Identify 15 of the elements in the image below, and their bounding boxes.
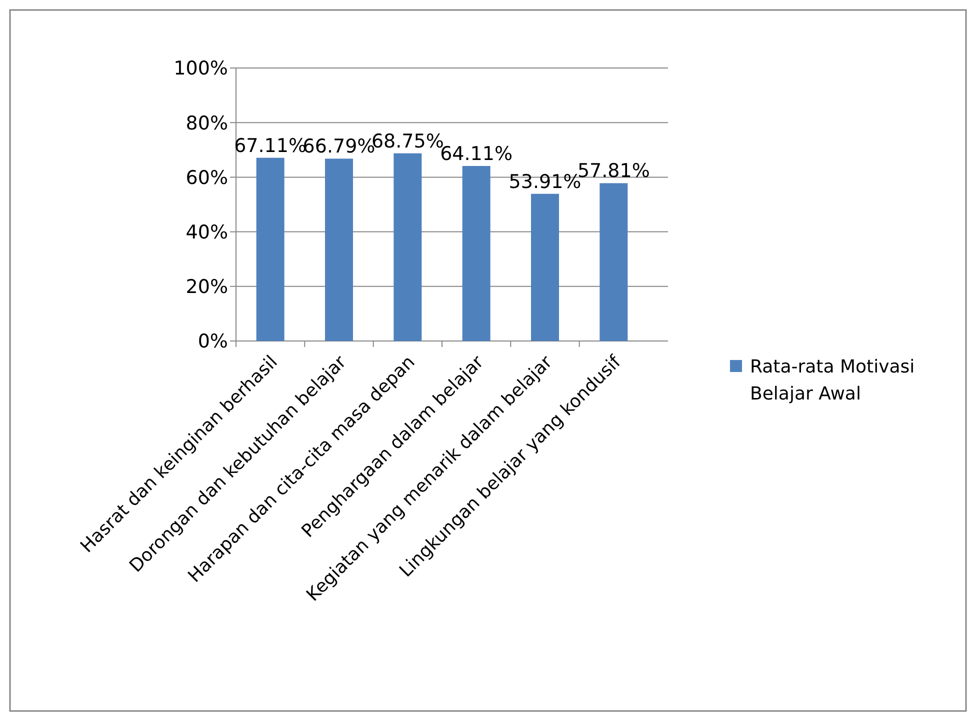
y-tick-label: 40%	[186, 221, 228, 244]
bar	[325, 158, 353, 341]
data-label: 53.91%	[508, 170, 582, 193]
bar	[394, 153, 422, 341]
bar	[531, 194, 559, 341]
y-tick-label: 60%	[186, 166, 228, 189]
legend-label: Rata-rata Motivasi Belajar Awal	[750, 356, 915, 404]
data-label: 67.11%	[234, 134, 307, 157]
bar	[600, 183, 628, 341]
y-tick-label: 20%	[186, 276, 228, 298]
y-tick-label: 100%	[174, 58, 228, 80]
bar	[256, 158, 284, 341]
bar	[462, 166, 490, 341]
y-tick-label: 80%	[186, 112, 228, 134]
y-tick-label: 0%	[198, 330, 228, 353]
